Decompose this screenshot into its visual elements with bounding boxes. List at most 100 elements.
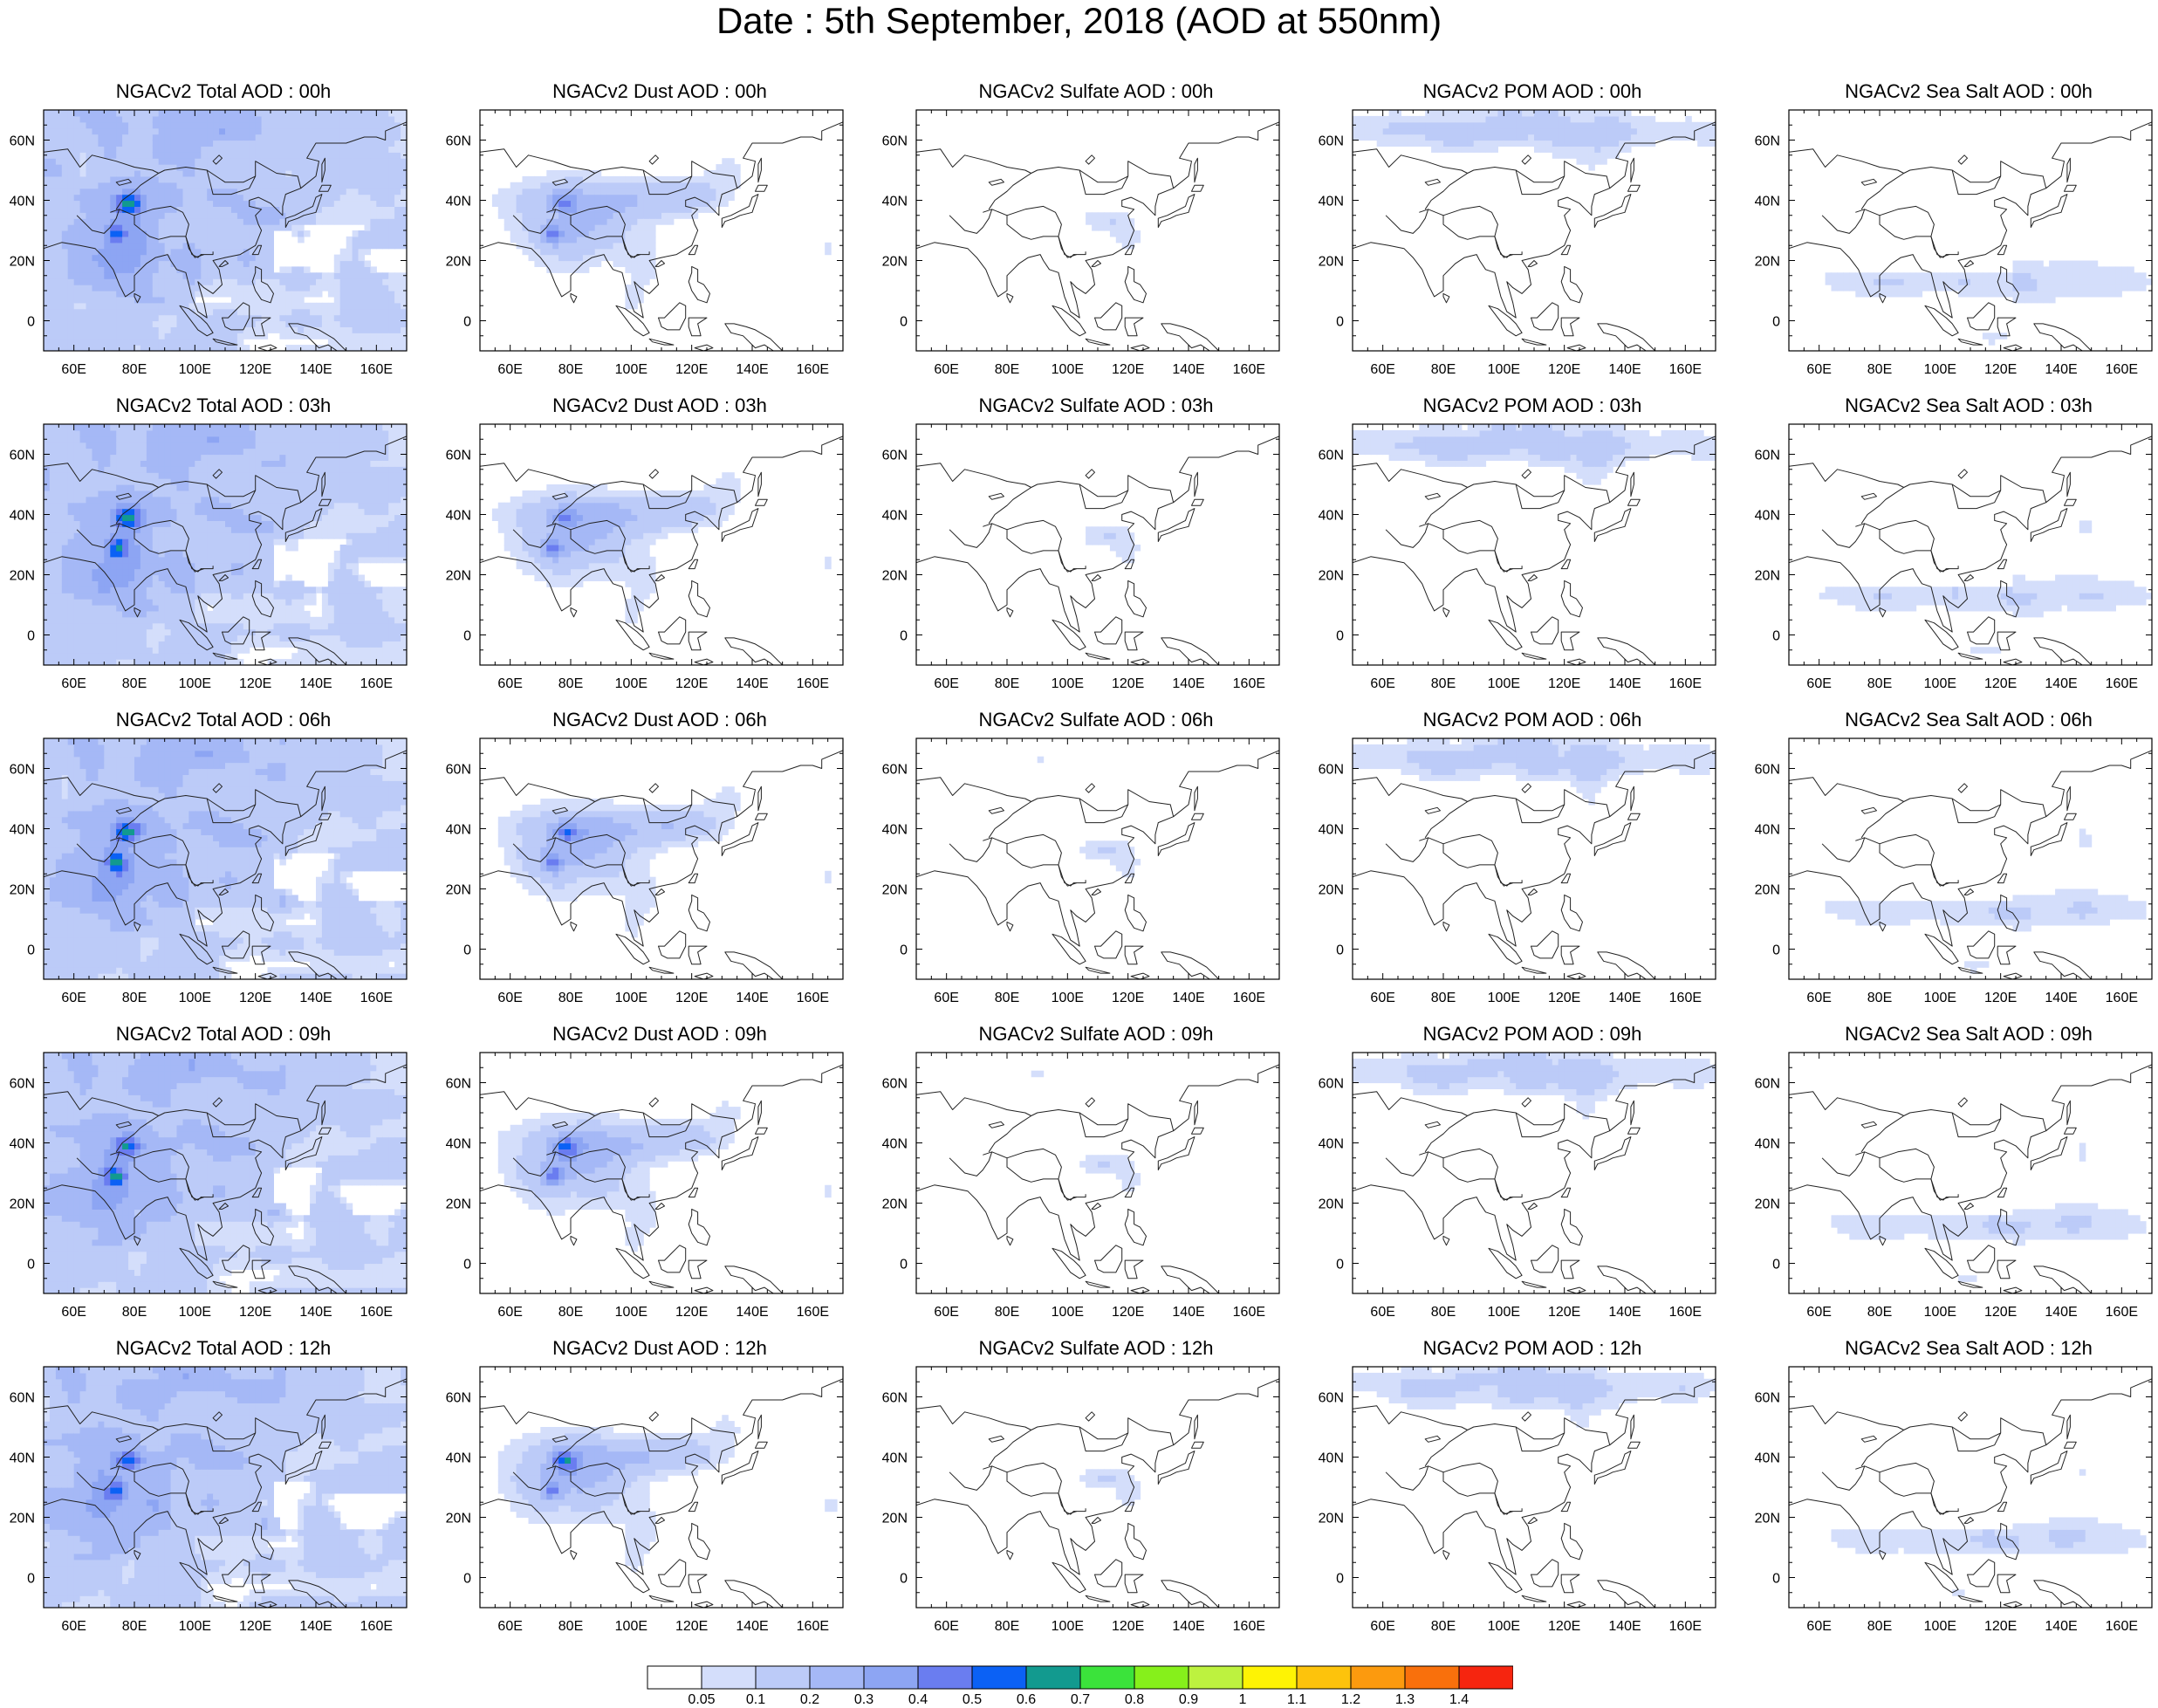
- lon-tick-label: 120E: [675, 1305, 708, 1320]
- lat-tick-label: 0: [27, 943, 35, 958]
- axis-ticks: [1352, 109, 1716, 352]
- lat-tick-label: 0: [1336, 629, 1344, 644]
- aod-field: [480, 1367, 843, 1608]
- lon-tick-label: 160E: [797, 1305, 829, 1320]
- aod-field: [916, 1053, 1279, 1293]
- coastlines: [44, 1378, 407, 1608]
- lon-tick-label: 160E: [360, 1305, 393, 1320]
- lat-tick-label: 20N: [1755, 569, 1780, 584]
- lat-tick-label: 40N: [1755, 509, 1780, 524]
- lat-tick-label: 20N: [446, 255, 471, 270]
- map-panel-sulfate-12h: NGACv2 Sulfate AOD : 12h 60E 80E 100E 120E 14…: [873, 1337, 1309, 1651]
- coastlines: [1353, 436, 1716, 665]
- lat-tick-label: 0: [900, 1258, 908, 1272]
- lon-tick-label: 140E: [299, 676, 332, 691]
- colorbar-label: 0.6: [1017, 1692, 1036, 1705]
- lat-tick-label: 20N: [1319, 883, 1344, 898]
- panel-title: NGACv2 POM AOD : 03h: [1351, 394, 1714, 417]
- map: 60E 80E 100E 120E 140E 160E 60N 40N 20N 0: [1755, 423, 2153, 691]
- lat-tick-label: 40N: [1755, 195, 1780, 209]
- map: 60E 80E 100E 120E 140E 160E 60N 40N 20N 0: [446, 1366, 844, 1634]
- lon-tick-label: 120E: [239, 676, 271, 691]
- colorbar-swatch: [809, 1665, 865, 1690]
- lat-tick-label: 0: [463, 315, 471, 330]
- lon-tick-label: 140E: [2045, 991, 2077, 1005]
- map: 60E 80E 100E 120E 140E 160E 60N 40N 20N 0: [882, 423, 1280, 691]
- lat-tick-label: 20N: [10, 255, 35, 270]
- colorbar-label: 0.7: [1071, 1692, 1090, 1705]
- lon-tick-label: 60E: [497, 991, 522, 1005]
- lon-tick-label: 100E: [1924, 1619, 1956, 1634]
- colorbar-label: 0.1: [746, 1692, 765, 1705]
- lon-tick-label: 80E: [558, 362, 583, 377]
- lat-tick-label: 0: [900, 943, 908, 958]
- lat-tick-label: 60N: [1319, 763, 1344, 778]
- lon-tick-label: 100E: [615, 362, 647, 377]
- coastlines: [1789, 1064, 2152, 1293]
- lat-tick-label: 40N: [882, 509, 908, 524]
- lon-tick-label: 120E: [1548, 991, 1580, 1005]
- lon-tick-label: 60E: [934, 1305, 958, 1320]
- coastlines: [1353, 121, 1716, 351]
- coastlines: [480, 436, 843, 665]
- lon-tick-label: 80E: [1867, 1305, 1892, 1320]
- lat-tick-label: 40N: [10, 509, 35, 524]
- axis-ticks: [43, 737, 408, 980]
- lat-tick-label: 60N: [882, 1077, 908, 1092]
- lat-tick-label: 60N: [1755, 134, 1780, 149]
- aod-field: [1789, 424, 2152, 665]
- lon-tick-label: 100E: [1924, 1305, 1956, 1320]
- map-panel-sulfate-06h: NGACv2 Sulfate AOD : 06h 60E 80E 100E 120E 14…: [873, 709, 1309, 1023]
- panel-title: NGACv2 Total AOD : 09h: [42, 1023, 405, 1046]
- aod-field: [1353, 1367, 1716, 1608]
- lat-tick-label: 20N: [1319, 1512, 1344, 1526]
- lon-tick-label: 60E: [1806, 1305, 1831, 1320]
- lon-tick-label: 120E: [1548, 676, 1580, 691]
- lat-tick-label: 60N: [1755, 449, 1780, 463]
- coastlines: [1789, 1378, 2152, 1608]
- lon-tick-label: 120E: [1112, 991, 1144, 1005]
- panel-title: NGACv2 Sulfate AOD : 12h: [915, 1337, 1278, 1360]
- lat-tick-label: 60N: [446, 763, 471, 778]
- lat-tick-label: 20N: [10, 1512, 35, 1526]
- axis-ticks: [915, 109, 1280, 352]
- lat-tick-label: 0: [1772, 1258, 1780, 1272]
- map: 60E 80E 100E 120E 140E 160E 60N 40N 20N 0: [1319, 1366, 1716, 1634]
- colorbar-label: 1.1: [1287, 1692, 1306, 1705]
- axis-ticks: [43, 109, 408, 352]
- lat-tick-label: 0: [1336, 943, 1344, 958]
- lon-tick-label: 140E: [1608, 362, 1641, 377]
- map-panel-pom-03h: NGACv2 POM AOD : 03h 60E 80E 100E 120E 140E 16…: [1309, 394, 1745, 709]
- colorbar-swatch: [863, 1665, 919, 1690]
- lat-tick-label: 20N: [1319, 569, 1344, 584]
- lon-tick-label: 140E: [1172, 676, 1204, 691]
- lon-tick-label: 80E: [1867, 991, 1892, 1005]
- lat-tick-label: 0: [900, 315, 908, 330]
- aod-field: [1789, 110, 2152, 351]
- panel-title: NGACv2 Total AOD : 03h: [42, 394, 405, 417]
- lon-tick-label: 100E: [1052, 1305, 1084, 1320]
- lat-tick-label: 20N: [882, 569, 908, 584]
- lat-tick-label: 60N: [10, 763, 35, 778]
- map-panel-sea-salt-00h: NGACv2 Sea Salt AOD : 00h 60E 80E 100E 120E 1…: [1745, 80, 2158, 394]
- axis-ticks: [1788, 1052, 2153, 1294]
- panel-title: NGACv2 Sea Salt AOD : 12h: [1787, 1337, 2150, 1360]
- lon-tick-label: 120E: [675, 362, 708, 377]
- lat-tick-label: 0: [463, 943, 471, 958]
- lat-tick-label: 60N: [10, 1391, 35, 1406]
- coastlines: [480, 750, 843, 979]
- lon-tick-label: 100E: [1488, 1305, 1520, 1320]
- lat-tick-label: 20N: [446, 1512, 471, 1526]
- map-panel-sea-salt-06h: NGACv2 Sea Salt AOD : 06h 60E 80E 100E 120E 1…: [1745, 709, 2158, 1023]
- axis-ticks: [1788, 423, 2153, 666]
- lon-tick-label: 160E: [1233, 1305, 1265, 1320]
- colorbar-label: 0.8: [1125, 1692, 1144, 1705]
- lon-tick-label: 80E: [1867, 362, 1892, 377]
- colorbar-swatch: [1296, 1665, 1352, 1690]
- lon-tick-label: 120E: [1548, 362, 1580, 377]
- lat-tick-label: 40N: [10, 1451, 35, 1466]
- lon-tick-label: 80E: [995, 1619, 1019, 1634]
- lon-tick-label: 160E: [1233, 362, 1265, 377]
- panel-title: NGACv2 Sea Salt AOD : 09h: [1787, 1023, 2150, 1046]
- aod-field: [44, 738, 407, 979]
